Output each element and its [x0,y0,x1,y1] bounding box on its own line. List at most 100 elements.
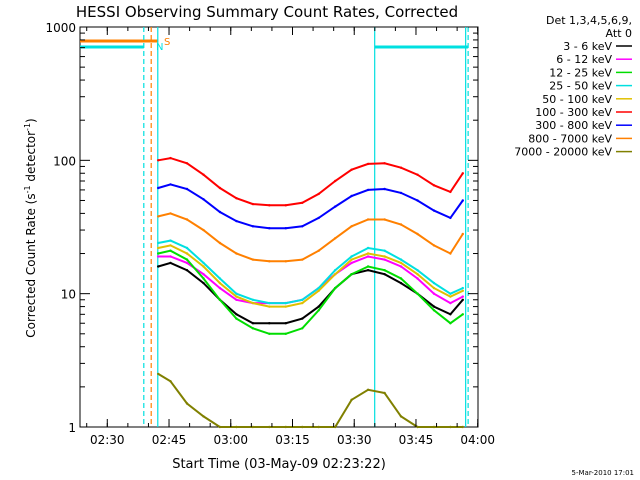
series-point-4-5 [235,295,238,298]
series-point-2-15 [399,277,403,280]
series-point-3-3 [202,261,205,265]
series-point-5-9 [301,201,304,204]
series-point-8-2 [185,402,189,405]
series-point-2-8 [284,332,287,335]
series-point-8-7 [268,425,271,429]
series-point-7-14 [383,218,386,221]
series-point-0-10 [317,305,320,308]
series-point-6-11 [334,205,337,208]
series-point-1-14 [383,258,386,261]
series-point-3-14 [383,249,386,252]
series-point-6-7 [268,227,271,230]
series-point-7-8 [284,260,287,263]
series-point-7-9 [301,258,304,261]
series-point-3-9 [301,298,304,301]
series-point-5-16 [416,173,419,176]
legend-label-8: 7000 - 20000 keV [514,146,612,159]
series-point-8-9 [301,425,304,429]
series-point-0-8 [284,322,287,325]
x-tick-label-2: 03:00 [213,433,248,447]
series-point-0-5 [235,313,238,316]
series-line-7 [157,212,464,263]
series-point-2-7 [268,332,271,335]
series-point-2-16 [416,292,419,295]
series-point-2-18 [449,322,452,325]
series-point-8-16 [416,425,419,429]
event-lines [143,27,469,427]
series-point-4-8 [284,305,287,308]
series-point-3-0 [157,241,160,245]
series-point-8-11 [334,425,337,429]
y-tick-label-0: 1 [68,421,76,435]
series-point-5-7 [268,204,271,207]
series-point-1-18 [449,301,452,305]
series-point-5-5 [235,197,238,200]
series-point-1-0 [157,255,160,258]
legend-header-line2: Att 0 [606,27,632,40]
series-point-1-19 [461,295,464,298]
series-point-4-19 [461,289,464,292]
series-point-6-13 [366,188,370,192]
series-point-6-0 [157,186,160,190]
series-point-6-1 [169,183,172,186]
series-point-4-1 [169,244,172,247]
series-point-0-1 [169,261,172,265]
saa-flag-label: S [164,37,170,48]
series-point-0-3 [202,281,205,285]
series-point-5-13 [366,162,370,166]
series-point-8-8 [284,425,287,429]
series-point-4-17 [432,286,436,290]
series-point-7-10 [317,249,320,252]
series-line-2 [157,249,464,335]
series-point-6-4 [218,210,222,214]
series-point-8-15 [399,415,403,418]
series-line-5 [158,157,464,207]
series-line-6 [157,183,464,230]
y-axis-label: Corrected Count Rate (s-1 detector-1) [23,118,38,337]
series-point-1-1 [169,255,172,258]
y-axis-ticks: 1 10 100 1000 [45,21,478,435]
series-point-7-0 [157,215,160,218]
series-point-4-11 [334,273,337,276]
series-point-6-19 [461,199,464,202]
series-point-5-6 [251,202,255,206]
series-point-6-16 [416,199,419,202]
series-point-5-17 [432,184,436,187]
series-point-1-4 [218,286,222,290]
series-point-0-0 [157,265,160,268]
x-axis-label: Start Time (03-May-09 02:23:22) [172,457,386,472]
x-tick-label-1: 02:45 [152,433,187,447]
series-point-3-11 [334,269,337,272]
series-point-5-11 [334,179,337,183]
series-point-4-4 [218,281,222,285]
series-point-7-12 [350,225,353,228]
series-point-8-1 [169,380,172,383]
series-point-8-10 [317,425,320,429]
series-point-2-11 [334,286,337,290]
series-point-4-15 [399,261,403,265]
series-point-7-5 [235,252,238,255]
y-axis-label-end: ) [24,118,38,123]
series-point-5-1 [169,156,172,160]
series-point-8-12 [350,398,353,401]
x-tick-label-4: 03:30 [337,433,372,447]
series-point-2-17 [432,309,436,312]
series-line-8 [157,373,463,428]
series-point-2-13 [366,265,370,268]
series-point-2-0 [157,252,160,255]
series-point-2-12 [350,273,353,276]
x-axis-ticks: 02:30 02:45 03:00 03:15 03:30 03:45 04:00 [86,27,495,447]
y-axis-label-main: Corrected Count Rate (s [24,193,38,337]
legend-label-4: 50 - 100 keV [542,93,612,106]
series-point-7-16 [416,232,419,236]
series-point-1-3 [202,273,205,276]
series-point-2-9 [301,327,304,330]
series-point-8-17 [432,425,436,429]
series-point-7-18 [449,252,452,255]
series-point-4-13 [366,252,370,255]
series-point-4-16 [416,273,419,276]
series-point-5-8 [284,204,287,207]
series-point-6-8 [284,227,287,230]
